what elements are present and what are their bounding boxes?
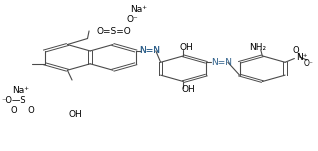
Text: ⁻O—S: ⁻O—S: [1, 96, 25, 105]
Text: O=S=O: O=S=O: [96, 27, 131, 36]
Text: OH: OH: [68, 109, 82, 119]
Text: O: O: [293, 47, 299, 55]
Text: O    O: O O: [11, 106, 34, 115]
Text: O⁻: O⁻: [303, 59, 313, 68]
Text: NH₂: NH₂: [249, 43, 266, 52]
Text: N=N: N=N: [211, 58, 232, 67]
Text: OH: OH: [181, 85, 195, 94]
Text: N=N: N=N: [139, 47, 160, 55]
Text: Na⁺: Na⁺: [12, 86, 30, 95]
Text: N⁺: N⁺: [296, 53, 308, 61]
Text: N=N: N=N: [139, 47, 160, 55]
Text: OH: OH: [180, 43, 193, 52]
Text: O⁻: O⁻: [127, 15, 138, 24]
Text: Na⁺: Na⁺: [130, 5, 147, 14]
